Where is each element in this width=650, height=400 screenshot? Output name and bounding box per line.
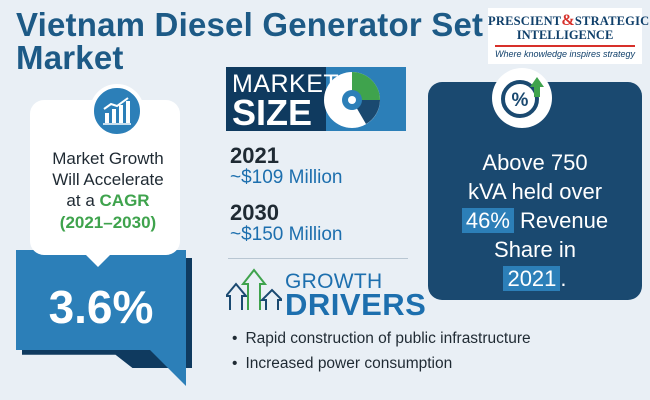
growth-statement: Market Growth Will Accelerate at a CAGR [30,148,186,211]
growth-line3: at a CAGR [30,190,186,211]
logo-ampersand: & [561,12,575,29]
growth-panel-fold [150,350,186,386]
growth-line3-prefix: at a [66,191,95,210]
logo-divider [495,45,635,47]
logo-line1: PRESCIENT&STRATEGIC [488,12,649,30]
growth-drivers-label-line1: GROWTH [285,270,383,293]
percent-up-icon: % [492,68,552,128]
share-line4: Share in [494,237,576,262]
share-percent-highlight: 46% [461,208,514,233]
market-size-label-box [226,67,326,131]
share-line5: 2021. [432,264,638,293]
growth-line2: Will Accelerate [52,170,164,189]
share-line1: Above 750 [482,150,588,175]
driver-item: Increased power consumption [232,355,452,373]
growth-card-notch [84,253,112,267]
growth-line1: Market Growth [52,149,164,168]
logo-word-strategic: STRATEGIC [574,14,650,28]
logo-word-intelligence: INTELLIGENCE [516,28,614,42]
growth-drivers-label-line2: DRIVERS [285,287,427,322]
revenue-share-statement: Above 750 kVA held over 46% Revenue Shar… [432,148,638,293]
logo-word-prescient: PRESCIENT [488,14,562,28]
brand-logo: PRESCIENT&STRATEGIC INTELLIGENCE Where k… [488,8,649,64]
cagr-value: 3.6% [48,281,154,333]
driver-item: Rapid construction of public infrastruct… [232,330,530,348]
market-size-label-line2: SIZE [232,92,313,133]
section-divider [228,258,408,259]
share-period: . [560,266,567,291]
market-size-value-2021: ~$109 Million [230,167,343,188]
page-title: Vietnam Diesel Generator Set Market [16,6,484,76]
bar-chart-growth-icon [90,84,144,138]
cagr-period: (2021–2030) [59,213,157,232]
growth-arrows-icon [223,268,285,317]
share-line3: 46% Revenue [432,206,638,235]
market-size-year-2030: 2030 [230,200,279,225]
share-line2: kVA held over [467,179,603,204]
share-line3-rest: Revenue [520,208,609,233]
market-size-label-line1: MARKET [232,70,340,98]
market-size-year-2021: 2021 [230,143,279,168]
share-year-highlight: 2021 [503,266,561,291]
logo-tagline: Where knowledge inspires strategy [494,49,636,59]
svg-text:%: % [512,90,529,111]
market-size-value-2030: ~$150 Million [230,224,343,245]
pie-chart-icon [322,70,388,135]
cagr-label: CAGR [99,191,150,210]
